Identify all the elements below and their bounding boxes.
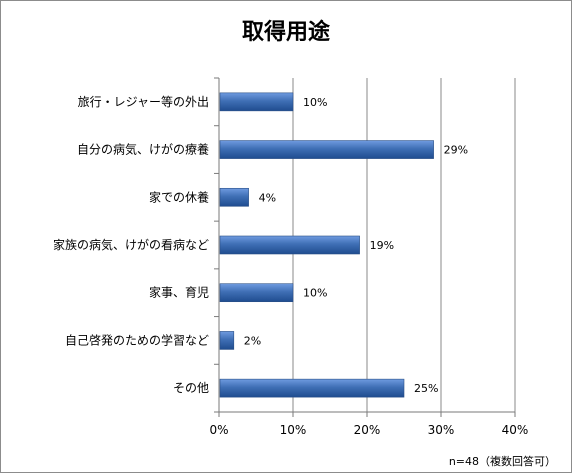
bar	[219, 283, 294, 303]
data-label: 10%	[303, 287, 327, 300]
category-label: 家事、育児	[149, 285, 209, 300]
category-label: 家での休養	[149, 189, 209, 204]
bar	[219, 235, 360, 255]
x-tick-label: 20%	[354, 423, 381, 437]
chart-title: 取得用途	[242, 19, 331, 45]
plot-area: 0% 10% 20% 30% 40% 旅行・レジャー等の外出 10% 自分の病気、けがの療養 2…	[53, 77, 529, 437]
x-tick-label: 40%	[502, 423, 529, 437]
category-label: 旅行・レジャー等の外出	[78, 95, 209, 109]
category-label: 自分の病気、けがの療養	[77, 142, 209, 157]
bar	[219, 92, 294, 112]
bar	[219, 378, 405, 398]
data-label: 4%	[259, 191, 276, 204]
data-label: 19%	[370, 239, 394, 252]
category-label: 自己啓発のための学習など	[65, 332, 209, 347]
data-label: 10%	[303, 96, 327, 109]
category-label: 家族の病気、けがの看病など	[53, 237, 209, 252]
x-tick-label: 0%	[209, 423, 228, 437]
data-label: 25%	[414, 382, 438, 395]
bar	[219, 140, 434, 159]
x-tick-label: 30%	[428, 423, 455, 437]
category-label: その他	[173, 381, 209, 395]
x-tick-label: 10%	[280, 423, 307, 437]
sample-note: n=48（複数回答可）	[449, 454, 556, 468]
bar	[219, 187, 249, 207]
data-label: 2%	[244, 334, 261, 347]
data-label: 29%	[444, 144, 468, 157]
bar	[219, 331, 235, 350]
